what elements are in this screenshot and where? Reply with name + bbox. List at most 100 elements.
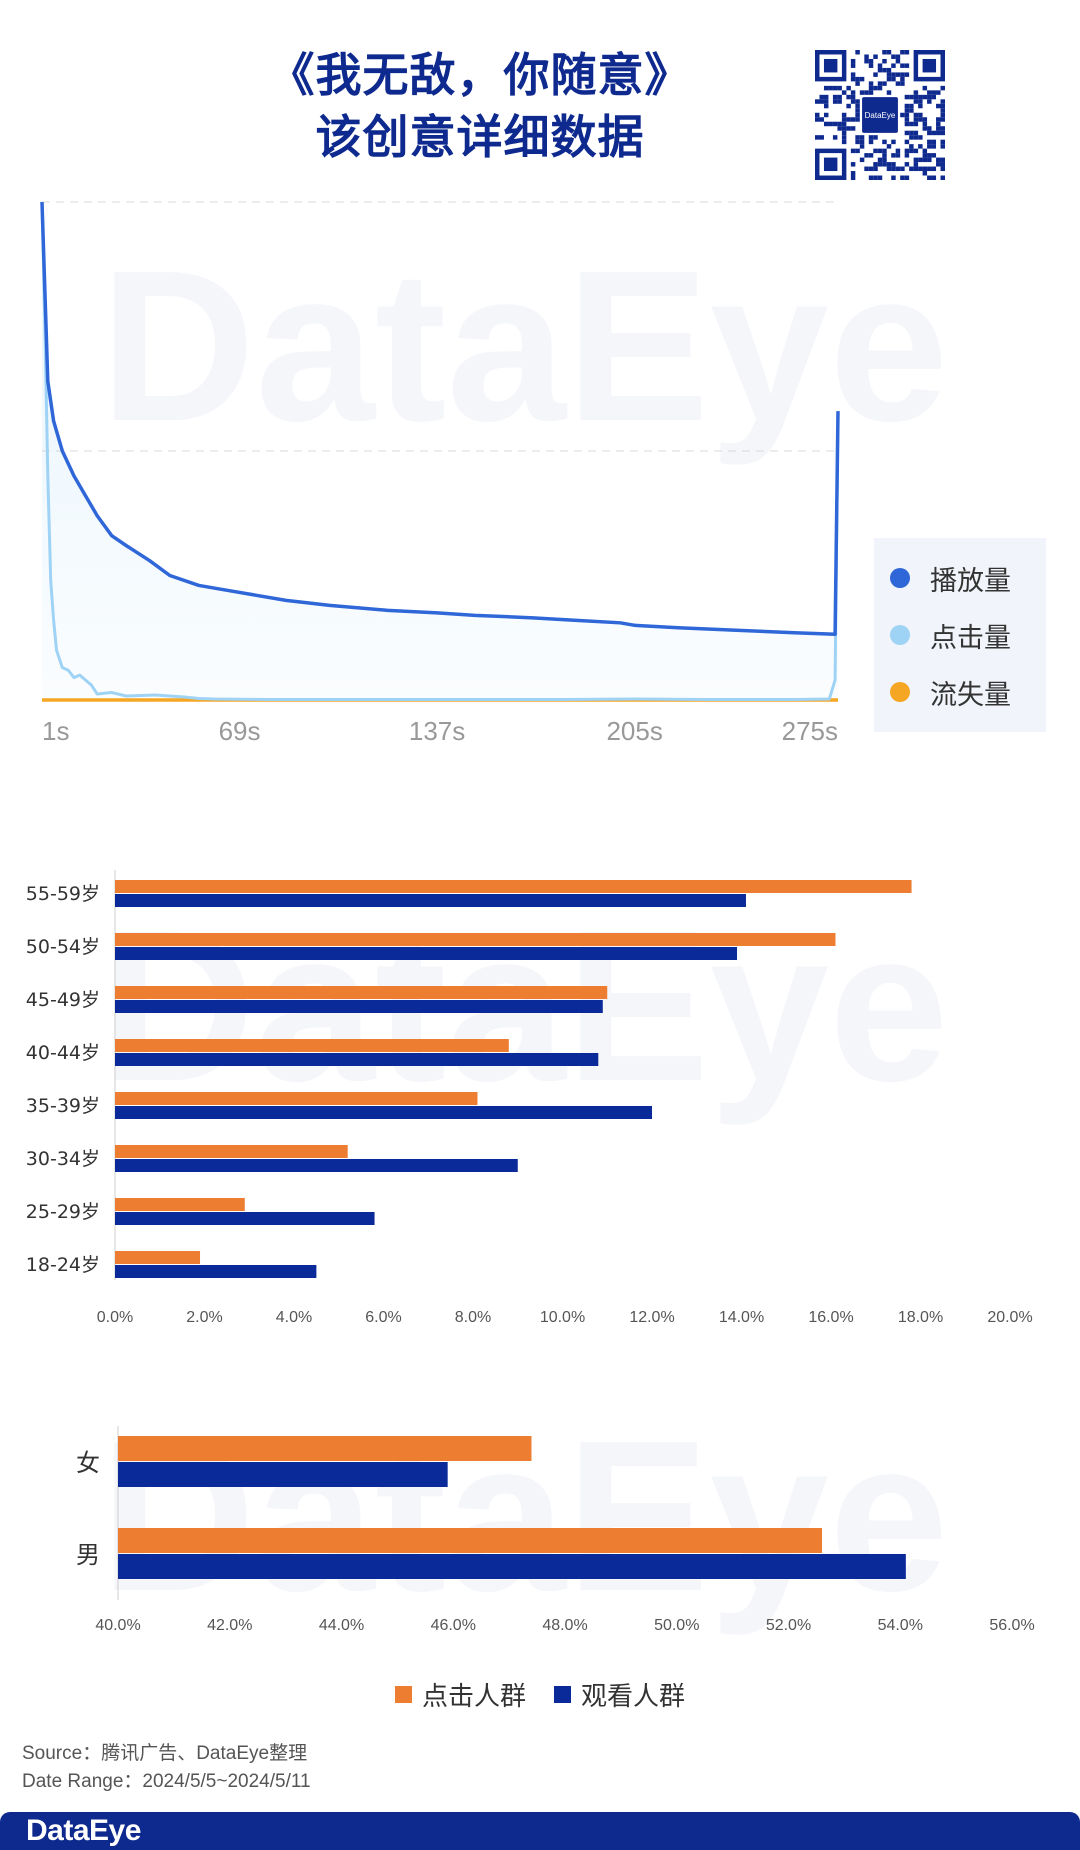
qr-module	[877, 175, 883, 180]
qr-module	[823, 85, 829, 91]
qr-finder-core	[922, 58, 937, 73]
qr-module	[819, 99, 824, 104]
qr-module	[913, 121, 919, 127]
qr-module	[859, 90, 865, 95]
qr-module	[886, 144, 892, 149]
qr-module	[819, 117, 824, 122]
qr-module	[904, 148, 910, 154]
qr-module	[855, 99, 860, 104]
qr-module	[936, 126, 941, 131]
qr-module	[868, 85, 874, 91]
age-chart-svg: 0.0% 2.0% 4.0% 6.0% 8.0% 10.0% 12.0% 14.0% 16.0%…	[26, 870, 1033, 1326]
qr-module	[882, 67, 887, 73]
qr-module	[877, 162, 883, 167]
qr-module	[855, 108, 860, 113]
x-tick-label: 54.0%	[878, 1617, 923, 1634]
qr-module	[940, 126, 945, 131]
category-label: 50-54岁	[26, 936, 100, 958]
qr-module	[931, 139, 937, 145]
qr-module	[877, 63, 883, 68]
x-tick-label: 205s	[606, 716, 662, 746]
category-label: 55-59岁	[26, 883, 100, 905]
qr-module	[909, 108, 914, 113]
qr-module	[891, 63, 896, 68]
qr-module	[895, 166, 901, 172]
qr-finder-core	[823, 58, 838, 73]
qr-module	[913, 148, 919, 154]
qr-module	[909, 103, 914, 109]
qr-module	[927, 175, 932, 180]
qr-module	[936, 157, 941, 163]
qr-module	[927, 90, 932, 95]
qr-module	[823, 112, 829, 118]
bar-view-crowd	[115, 1000, 603, 1013]
qr-module	[940, 130, 945, 136]
qr-module	[882, 153, 887, 158]
bar-view-crowd	[115, 894, 746, 907]
category-label: 45-49岁	[26, 989, 100, 1011]
x-tick-label: 69s	[219, 716, 261, 746]
qr-module	[909, 121, 914, 127]
x-tick-label: 48.0%	[542, 1617, 587, 1634]
qr-module	[922, 171, 928, 176]
qr-module	[859, 76, 865, 82]
qr-module	[886, 67, 892, 73]
line-click	[40, 201, 840, 702]
qr-module	[936, 162, 941, 167]
bar-chart-legend: 点击人群 观看人群	[0, 1674, 1080, 1714]
qr-module	[900, 63, 905, 68]
qr-module	[900, 112, 905, 118]
qr-module	[936, 130, 941, 136]
qr-module	[828, 85, 833, 91]
legend-dot-play	[890, 568, 910, 588]
bar-view-crowd	[115, 1053, 599, 1066]
qr-module	[850, 58, 856, 64]
qr-module	[940, 85, 945, 91]
qr-center-label: DataEye	[865, 111, 896, 120]
qr-module	[918, 166, 923, 172]
qr-module	[927, 139, 932, 145]
age-bar-chart: 0.0% 2.0% 4.0% 6.0% 8.0% 10.0% 12.0% 14.0% 16.0%…	[0, 860, 1080, 1330]
qr-module	[877, 85, 883, 91]
legend-label-churn: 流失量	[930, 679, 1011, 711]
qr-module	[909, 166, 914, 172]
qr-module	[837, 85, 842, 91]
date-range-line: Date Range：2024/5/5~2024/5/11	[22, 1771, 311, 1792]
qr-module	[895, 153, 901, 158]
qr-module	[927, 144, 932, 149]
qr-module	[927, 157, 932, 163]
legend-item-click: 点击量	[890, 615, 1011, 655]
qr-module	[864, 90, 869, 95]
qr-module	[850, 90, 856, 95]
qr-module	[868, 58, 874, 64]
qr-module	[846, 117, 851, 122]
category-label: 35-39岁	[26, 1095, 100, 1117]
qr-module	[940, 112, 945, 118]
qr-module	[841, 130, 847, 136]
qr-module	[922, 121, 928, 127]
legend-label-click-crowd: 点击人群	[421, 1681, 526, 1712]
qr-module	[918, 117, 923, 122]
qr-module	[922, 148, 928, 154]
qr-module	[918, 99, 923, 104]
qr-module	[931, 144, 937, 149]
qr-module	[815, 117, 820, 122]
qr-module	[936, 103, 941, 109]
qr-module	[927, 99, 932, 104]
qr-module	[900, 166, 905, 172]
legend-label-play: 播放量	[930, 565, 1011, 597]
qr-module	[913, 130, 919, 136]
category-label: 男	[76, 1541, 100, 1569]
bar-click-crowd	[115, 1039, 509, 1052]
qr-module	[832, 85, 838, 91]
bar-click-crowd	[118, 1528, 823, 1553]
qr-module	[900, 72, 905, 77]
qr-module	[850, 72, 856, 77]
qr-module	[936, 90, 941, 95]
qr-module	[837, 121, 842, 127]
qr-module	[882, 50, 887, 55]
qr-module	[904, 112, 910, 118]
qr-module	[891, 162, 896, 167]
qr-module	[846, 103, 851, 109]
qr-module	[873, 166, 878, 172]
